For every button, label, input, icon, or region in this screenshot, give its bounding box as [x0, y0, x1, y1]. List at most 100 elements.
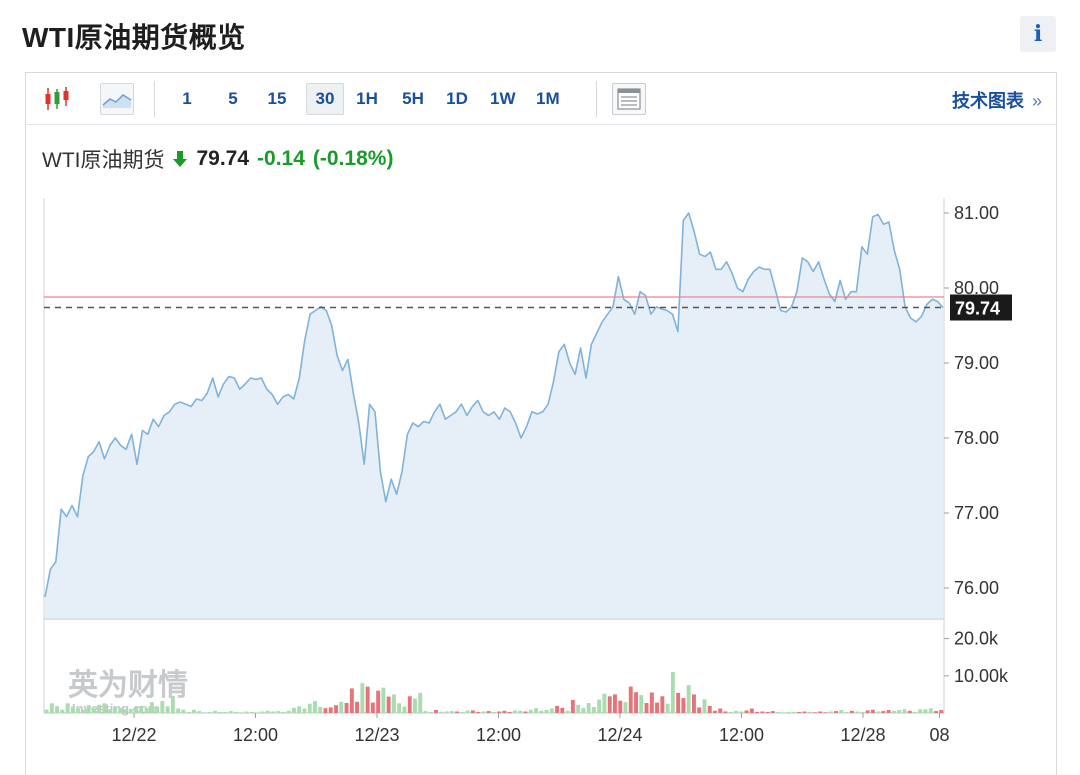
volume-bar	[602, 693, 607, 713]
interval-1h[interactable]: 1H	[356, 89, 378, 108]
volume-bar	[749, 708, 754, 713]
y-tick-label: 81.00	[954, 203, 999, 223]
volume-bar	[502, 710, 507, 713]
volume-bar	[628, 686, 633, 713]
volume-bar	[355, 701, 359, 713]
volume-bar	[507, 711, 512, 713]
toolbar-divider	[154, 81, 155, 117]
table-view-icon[interactable]	[612, 83, 646, 115]
volume-bar	[65, 703, 70, 713]
interval-30[interactable]: 30	[306, 83, 344, 115]
volume-bar	[213, 710, 217, 713]
volume-bar	[781, 712, 786, 713]
interval-5h[interactable]: 5H	[402, 89, 424, 108]
info-button[interactable]: i	[1020, 16, 1056, 52]
volume-bar	[586, 703, 591, 713]
volume-bar	[676, 692, 681, 713]
volume-bar	[307, 703, 312, 713]
volume-bar	[265, 710, 270, 713]
volume-bar	[239, 712, 244, 713]
volume-bar	[344, 703, 349, 713]
volume-bar	[313, 701, 317, 713]
volume-bar	[460, 711, 465, 713]
volume-bar	[449, 711, 454, 713]
volume-bar	[597, 699, 602, 713]
interval-1[interactable]: 1	[182, 89, 192, 108]
volume-bar	[718, 708, 723, 713]
price-chart[interactable]: 英为财情 Investing.com 76.00 77.00 78.00 79.00 8…	[26, 73, 1056, 775]
y-tick-label: 79.00	[954, 353, 999, 373]
volume-bar	[713, 710, 717, 713]
volume-bar	[513, 710, 517, 713]
volume-bar	[755, 711, 759, 713]
volume-bar	[592, 707, 596, 713]
interval-1m[interactable]: 1M	[536, 89, 560, 108]
volume-bar	[202, 712, 207, 713]
volume-tick-label: 10.00k	[954, 666, 1009, 686]
volume-bar	[255, 712, 259, 713]
volume-bar	[497, 711, 502, 713]
volume-bar	[339, 701, 344, 713]
volume-bar	[102, 703, 107, 713]
volume-bar	[670, 672, 675, 713]
volume-bar	[476, 711, 481, 713]
volume-bar	[223, 711, 228, 713]
y-tick-label: 78.00	[954, 428, 999, 448]
volume-bar	[644, 703, 649, 713]
volume-bar	[160, 701, 165, 713]
volume-bar	[639, 695, 644, 713]
volume-bar	[434, 710, 438, 713]
volume-bar	[634, 692, 638, 713]
volume-bar	[928, 708, 933, 713]
volume-bar	[492, 711, 496, 713]
volume-bar	[349, 688, 354, 713]
volume-bar	[139, 705, 144, 713]
volume-bar	[176, 708, 181, 713]
chevron-right-icon: »	[1031, 91, 1042, 111]
volume-bar	[681, 698, 686, 713]
volume-bar	[60, 709, 65, 713]
technical-chart-link[interactable]: 技术图表 »	[952, 87, 1042, 113]
volume-bar	[149, 702, 154, 713]
volume-bar	[570, 700, 575, 713]
volume-bar	[381, 687, 386, 713]
volume-bar	[334, 705, 338, 713]
volume-bar	[81, 709, 86, 713]
volume-bar	[760, 711, 765, 713]
volume-bar	[613, 694, 617, 713]
volume-bar	[370, 702, 375, 713]
down-arrow-icon	[173, 151, 188, 167]
interval-1w[interactable]: 1W	[490, 89, 516, 108]
volume-bar	[923, 709, 928, 713]
price-change-percent: (-0.18%)	[312, 147, 394, 170]
area-chart-icon[interactable]	[100, 83, 134, 115]
volume-bar	[413, 698, 417, 713]
volume-bar	[470, 710, 475, 713]
interval-15[interactable]: 15	[267, 89, 287, 108]
volume-bar	[765, 711, 770, 713]
interval-5[interactable]: 5	[228, 89, 238, 108]
volume-bar	[907, 710, 912, 713]
volume-bar	[918, 709, 923, 713]
watermark-cn: 英为财情	[68, 668, 188, 703]
volume-bar	[276, 711, 281, 713]
volume-bar	[828, 711, 833, 713]
volume-bar	[692, 694, 696, 713]
volume-bar	[455, 711, 459, 713]
volume-bar	[207, 711, 212, 713]
volume-bar	[418, 692, 423, 713]
candlestick-chart-icon[interactable]	[40, 83, 74, 115]
volume-bar	[260, 711, 265, 713]
volume-bar	[186, 711, 191, 713]
volume-bar	[797, 711, 802, 713]
volume-bar	[865, 710, 870, 713]
price-area-fill	[45, 213, 943, 618]
volume-bar	[397, 703, 402, 713]
interval-1d[interactable]: 1D	[446, 89, 468, 108]
volume-bar	[739, 711, 744, 713]
volume-bar	[549, 708, 554, 713]
page-title: WTI原油期货概览	[22, 22, 246, 53]
volume-bar	[939, 710, 944, 713]
volume-bar	[107, 709, 112, 713]
volume-bar	[897, 710, 902, 713]
